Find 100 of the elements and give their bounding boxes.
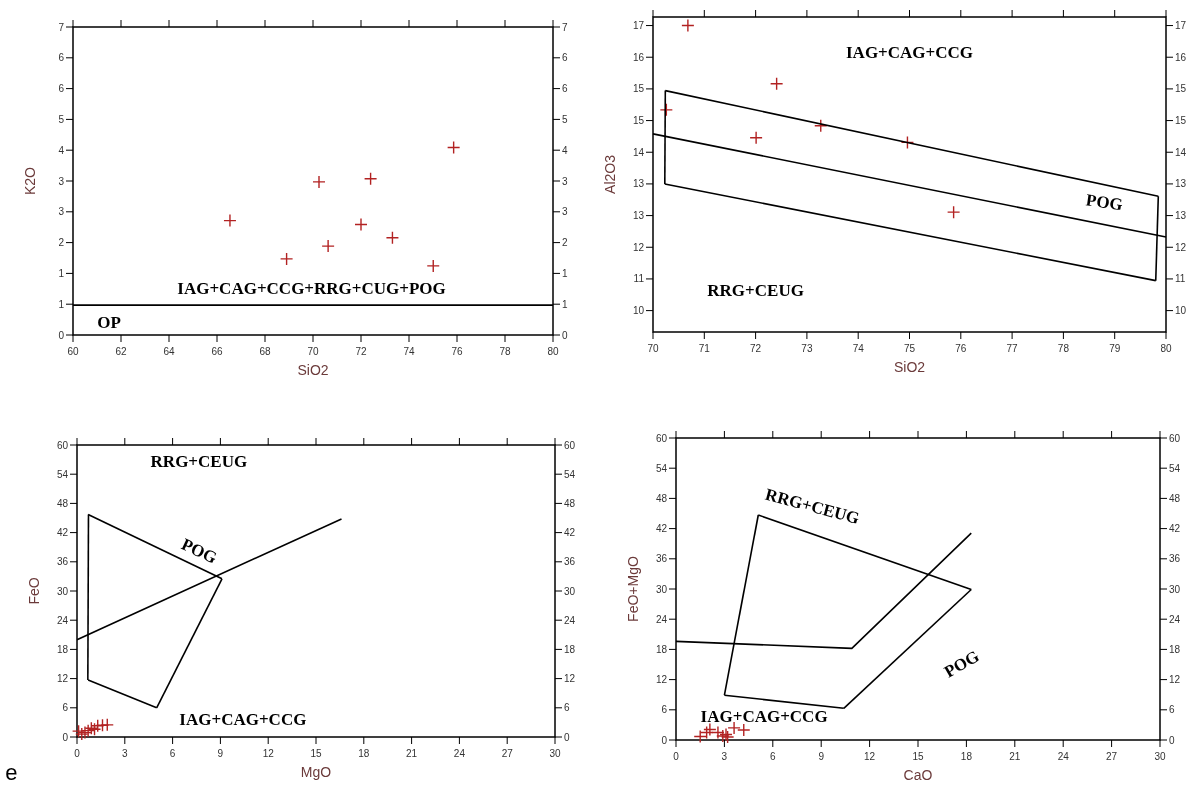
y2-tick-label: 0: [1169, 734, 1175, 746]
y2-tick-label: 16: [1175, 51, 1187, 63]
x-tick-label: 79: [1109, 343, 1121, 354]
y2-tick-label: 11: [1175, 273, 1186, 285]
y-tick-label: 13: [632, 178, 645, 190]
y-tick-label: 6: [58, 52, 65, 64]
y-tick-label: 6: [58, 83, 65, 95]
x-tick-label: 27: [1106, 751, 1118, 762]
x-tick-label: 70: [307, 346, 319, 357]
x-tick-label: 30: [1154, 751, 1166, 762]
y2-tick-label: 54: [1169, 462, 1181, 474]
x-tick-label: 75: [903, 343, 916, 354]
x-tick-label: 62: [115, 346, 127, 357]
x-tick-label: 72: [750, 343, 762, 354]
annotation: POG: [1084, 190, 1124, 215]
y-tick-label: 3: [58, 175, 65, 187]
x-tick-label: 24: [1057, 751, 1070, 762]
annotation: RRG+CEUG: [707, 281, 804, 301]
annotation: OP: [97, 312, 121, 332]
y2-tick-label: 42: [1169, 523, 1181, 535]
y-tick-label: 60: [56, 439, 69, 451]
annotation: POG: [941, 646, 983, 682]
x-tick-label: 18: [960, 751, 973, 762]
y-tick-label: 24: [655, 613, 668, 625]
y2-tick-label: 7: [562, 21, 568, 33]
x-tick-label: 27: [501, 748, 514, 759]
y-tick-label: 30: [655, 583, 668, 595]
y2-tick-label: 13: [1175, 210, 1187, 222]
y2-tick-label: 24: [1169, 613, 1181, 625]
y2-tick-label: 12: [1175, 241, 1187, 253]
x-tick-label: 77: [1006, 343, 1019, 354]
y-tick-label: 10: [632, 305, 645, 317]
y-tick-label: 14: [632, 146, 645, 158]
y-tick-label: 0: [62, 731, 69, 743]
x-tick-label: 0: [74, 748, 81, 759]
y2-tick-label: 1: [562, 267, 568, 279]
y2-tick-label: 14: [1175, 146, 1187, 158]
y2-tick-label: 15: [1175, 83, 1187, 95]
x-tick-label: 9: [818, 751, 825, 762]
x-tick-label: 72: [355, 346, 367, 357]
y2-tick-label: 60: [1169, 432, 1181, 444]
x-tick-label: 74: [852, 343, 865, 354]
x-tick-label: 6: [169, 748, 176, 759]
annotation: IAG+CAG+CCG+RRG+CUG+POG: [177, 279, 446, 299]
y-tick-label: 7: [58, 21, 65, 33]
y2-tick-label: 18: [564, 643, 576, 655]
y-tick-label: 18: [655, 643, 668, 655]
y-tick-label: 6: [661, 704, 668, 716]
x-tick-label: 24: [453, 748, 466, 759]
y2-tick-label: 30: [564, 585, 576, 597]
y-tick-label: 12: [56, 673, 69, 685]
x-tick-label: 64: [163, 346, 175, 357]
x-tick-label: 18: [358, 748, 370, 759]
y-tick-label: 24: [56, 614, 69, 626]
y-tick-label: 11: [633, 273, 645, 285]
x-tick-label: 3: [122, 748, 129, 759]
x-tick-label: 3: [721, 751, 728, 762]
x-tick-label: 21: [406, 748, 418, 759]
y-tick-label: 12: [655, 674, 668, 686]
x-tick-label: 15: [310, 748, 322, 759]
y-tick-label: 3: [58, 206, 65, 218]
x-tick-label: 12: [262, 748, 275, 759]
x-axis-title: MgO: [300, 764, 332, 780]
y2-tick-label: 12: [564, 673, 576, 685]
y2-tick-label: 48: [564, 497, 576, 509]
y-tick-label: 15: [632, 83, 645, 95]
y2-tick-label: 2: [562, 237, 568, 249]
y2-tick-label: 42: [564, 527, 576, 539]
y-axis-title: K2O: [22, 166, 38, 196]
x-tick-label: 74: [403, 346, 415, 357]
y2-tick-label: 3: [562, 175, 568, 187]
y2-tick-label: 6: [562, 52, 568, 64]
y2-tick-label: 54: [564, 468, 576, 480]
y-axis-title: Al2O3: [602, 154, 618, 194]
y-tick-label: 54: [56, 468, 69, 480]
x-tick-label: 15: [912, 751, 924, 762]
y-tick-label: 36: [56, 556, 69, 568]
y2-tick-label: 24: [564, 614, 576, 626]
y-tick-label: 2: [58, 237, 65, 249]
x-tick-label: 9: [217, 748, 224, 759]
y-tick-label: 30: [56, 585, 69, 597]
annotation: POG: [178, 534, 220, 568]
x-axis-title: SiO2: [297, 362, 329, 378]
x-tick-label: 80: [547, 346, 559, 357]
x-tick-label: 30: [549, 748, 561, 759]
annotation: IAG+CAG+CCG: [845, 42, 974, 62]
x-axis-title: CaO: [903, 767, 933, 783]
y2-tick-label: 1: [562, 298, 568, 310]
x-tick-label: 78: [1057, 343, 1070, 354]
y2-tick-label: 6: [564, 702, 570, 714]
y2-tick-label: 13: [1175, 178, 1187, 190]
y-axis-title: FeO: [26, 577, 42, 605]
y-tick-label: 6: [62, 702, 69, 714]
y-tick-label: 1: [58, 267, 65, 279]
y2-tick-label: 4: [562, 144, 568, 156]
y-tick-label: 17: [632, 20, 645, 32]
y2-tick-label: 3: [562, 206, 568, 218]
y2-tick-label: 6: [1169, 704, 1175, 716]
y2-tick-label: 12: [1169, 674, 1181, 686]
y2-tick-label: 36: [564, 556, 576, 568]
